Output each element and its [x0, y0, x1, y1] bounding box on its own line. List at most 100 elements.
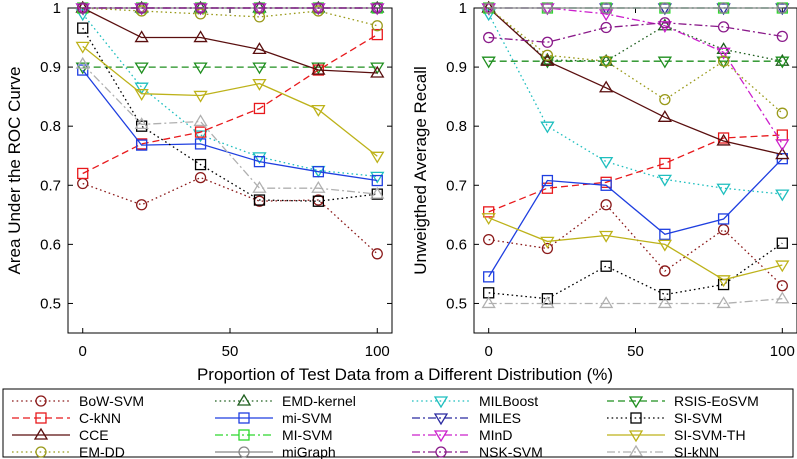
data-point-si-svm-th: [193, 90, 208, 103]
data-point-rsis-eosvm: [657, 56, 673, 69]
legend-item-mi-svm: mi-SVM: [215, 410, 332, 426]
data-point-mind: [716, 47, 731, 60]
data-point-bow-svm: [483, 233, 495, 246]
data-point-si-knn: [252, 180, 267, 193]
legend-item-bow-svm: BoW-SVM: [12, 393, 144, 409]
data-point-c-knn: [371, 28, 383, 41]
series-line-mind: [488, 7, 783, 145]
series-line-si-svm: [82, 27, 378, 202]
data-point-si-svm-th: [134, 89, 149, 101]
data-point-si-knn: [134, 117, 149, 130]
data-point-cce: [370, 65, 385, 78]
data-point-bow-svm: [717, 223, 730, 236]
data-point-mind: [598, 9, 614, 22]
data-point-si-knn: [75, 56, 90, 69]
legend-item-em-dd: EM-DD: [12, 444, 125, 459]
data-point-si-svm-th: [540, 236, 555, 249]
legend-label: mi-SVM: [282, 410, 332, 426]
y-tick-label: 0.7: [446, 177, 467, 194]
series-line-cce: [488, 7, 783, 156]
y-tick-label: 0.9: [446, 59, 467, 76]
data-point-milboost: [716, 183, 731, 196]
data-point-mi-svm: [371, 174, 383, 187]
data-point-em-dd: [717, 55, 730, 67]
data-point-si-knn: [370, 186, 385, 199]
data-point-mi-svm: [253, 155, 266, 168]
series-line-milboost: [488, 13, 783, 195]
legend-label: EMD-kernel: [282, 393, 356, 409]
legend-label: MI-SVM: [282, 427, 333, 443]
data-point-milboost: [657, 174, 673, 187]
y-tick-label: 0.7: [40, 177, 61, 194]
data-point-si-svm: [135, 120, 148, 132]
data-point-bow-svm: [541, 242, 554, 255]
series-layer: [481, 0, 790, 309]
data-point-rsis-eosvm: [193, 62, 208, 75]
legend-marker: [236, 393, 252, 406]
legend-label: NSK-SVM: [479, 444, 543, 459]
data-point-si-knn: [598, 296, 614, 309]
data-point-cce: [252, 42, 267, 55]
data-point-milboost: [370, 171, 385, 184]
legend-label: CCE: [79, 427, 109, 443]
data-point-cce: [775, 147, 790, 160]
data-point-emd-kernel: [193, 0, 208, 13]
y-tick-label: 0.6: [40, 236, 61, 253]
data-point-nsk-svm: [717, 21, 730, 33]
data-point-si-svm-th: [252, 78, 267, 91]
series-line-c-knn: [82, 34, 378, 175]
data-point-si-knn: [716, 296, 731, 309]
data-point-migraph: [659, 2, 671, 14]
data-point-miles: [775, 3, 790, 16]
data-point-mind: [481, 3, 496, 16]
y-tick-label: 0.9: [40, 59, 61, 76]
data-point-rsis-eosvm: [598, 56, 614, 69]
data-point-miles: [716, 3, 731, 16]
data-point-si-svm-th: [311, 104, 326, 117]
data-point-nsk-svm: [600, 21, 612, 34]
data-point-mi-svm: [541, 174, 554, 187]
data-point-si-svm: [77, 22, 89, 34]
data-point-nsk-svm: [194, 2, 207, 14]
data-point-cce: [657, 110, 673, 122]
data-point-c-knn: [77, 167, 89, 180]
legend-marker: [433, 396, 449, 409]
data-point-mi-svm: [659, 228, 671, 240]
data-point-nsk-svm: [483, 31, 495, 44]
data-point-mi-svm: [483, 271, 495, 283]
data-point-migraph: [776, 2, 788, 14]
y-axis-label: Area Under the ROC Curve: [5, 67, 24, 275]
series-line-cce: [82, 7, 378, 74]
data-point-si-svm: [312, 195, 325, 207]
data-point-c-knn: [717, 132, 730, 144]
legend-label: SI-kNN: [674, 444, 719, 459]
data-point-si-svm: [659, 288, 671, 301]
series-line-mi-svm: [488, 158, 783, 278]
legend-label: MILES: [479, 410, 521, 426]
series-line-emd-kernel: [488, 7, 783, 62]
data-point-rsis-eosvm: [134, 62, 149, 75]
y-tick-label: 0.8: [40, 118, 61, 135]
data-point-miles: [598, 3, 614, 16]
data-point-emd-kernel: [775, 53, 790, 66]
data-point-c-knn: [194, 126, 207, 138]
x-tick-label: 0: [79, 343, 87, 360]
data-point-mi-svm: [194, 138, 207, 150]
legend-item-si-knn: SI-kNN: [607, 444, 719, 459]
y-tick-label: 0.8: [446, 118, 467, 135]
x-tick-label: 50: [222, 343, 239, 360]
data-point-bow-svm: [600, 199, 612, 211]
data-point-milboost: [134, 82, 149, 95]
legend-marker: [238, 429, 250, 441]
legend-label: C-kNN: [79, 410, 121, 426]
legend-item-si-svm: SI-SVM: [607, 410, 722, 426]
x-tick-label: 50: [627, 343, 644, 360]
data-point-si-knn: [311, 180, 326, 193]
legend-marker: [435, 446, 447, 458]
data-point-milboost: [193, 130, 208, 143]
data-point-bow-svm: [776, 280, 788, 292]
data-point-em-dd: [253, 11, 266, 23]
legend-item-rsis-eosvm: RSIS-EoSVM: [607, 393, 759, 409]
data-point-mi-svm: [135, 139, 148, 151]
